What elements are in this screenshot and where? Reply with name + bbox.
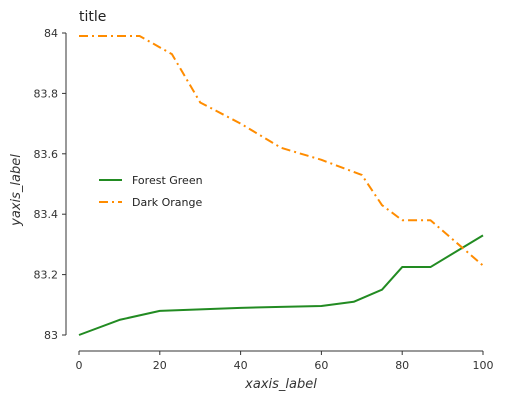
y-tick-label: 83.8 — [34, 87, 59, 100]
legend-label: Dark Orange — [132, 196, 202, 209]
y-axis-ticks: 83 83.2 83.4 83.6 83.8 84 — [34, 27, 66, 342]
y-tick-label: 83.4 — [34, 208, 59, 221]
y-tick-label: 83.2 — [34, 269, 59, 282]
series-layer — [78, 35, 484, 336]
chart-title: title — [79, 9, 106, 25]
legend-label: Forest Green — [132, 174, 203, 187]
legend: Forest Green Dark Orange — [99, 174, 203, 209]
x-axis-ticks: 0 20 40 60 80 100 — [76, 351, 494, 372]
y-axis-title: yaxis_label — [9, 154, 24, 227]
x-tick-label: 0 — [76, 359, 83, 372]
series-line-forest-green — [78, 234, 484, 336]
x-tick-label: 40 — [234, 359, 248, 372]
y-tick-label: 83 — [44, 329, 58, 342]
x-tick-label: 80 — [395, 359, 409, 372]
x-axis-title: xaxis_label — [244, 377, 317, 392]
series-line-dark-orange — [79, 35, 484, 267]
x-tick-label: 20 — [153, 359, 167, 372]
y-tick-label: 83.6 — [34, 148, 59, 161]
y-tick-label: 84 — [44, 27, 58, 40]
x-tick-label: 60 — [314, 359, 328, 372]
plot-area — [65, 33, 483, 352]
x-tick-label: 100 — [473, 359, 494, 372]
